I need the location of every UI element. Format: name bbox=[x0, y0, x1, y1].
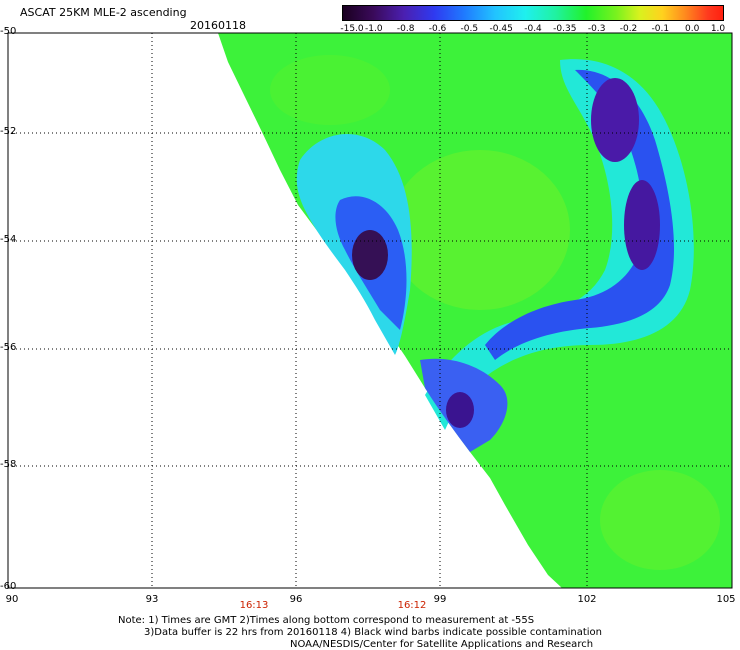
x-tick-label: 93 bbox=[145, 594, 159, 605]
colorbar-tick-label: -0.3 bbox=[587, 24, 606, 34]
colorbar-tick-label: -0.6 bbox=[428, 24, 447, 34]
map-date: 20160118 bbox=[190, 19, 246, 32]
y-tick-label: -50 bbox=[0, 26, 17, 37]
note-line-1: Note: 1) Times are GMT 2)Times along bot… bbox=[118, 615, 535, 626]
purple-core-north bbox=[591, 78, 639, 162]
time-label: 16:12 bbox=[397, 600, 427, 611]
purple-core-south bbox=[446, 392, 474, 428]
y-tick-label: -54 bbox=[0, 234, 17, 245]
colorbar-tick-label: -0.2 bbox=[619, 24, 638, 34]
field-patch bbox=[390, 150, 570, 310]
y-tick-label: -52 bbox=[0, 126, 17, 137]
colorbar-tick-label: -1.0 bbox=[365, 24, 383, 34]
colorbar-tick-label: -0.5 bbox=[460, 24, 479, 34]
x-tick-label: 105 bbox=[716, 594, 736, 605]
y-tick-label: -56 bbox=[0, 342, 17, 353]
time-label: 16:13 bbox=[239, 600, 269, 611]
purple-core-mid bbox=[624, 180, 660, 270]
purple-core-west bbox=[352, 230, 388, 280]
colorbar-tick-label: -0.1 bbox=[651, 24, 670, 34]
colorbar-tick-label: -0.4 bbox=[524, 24, 542, 34]
y-tick-label: -60 bbox=[0, 581, 17, 592]
field-patch bbox=[270, 55, 390, 125]
colorbar-tick-label: -0.35 bbox=[553, 24, 577, 34]
note-line-3: NOAA/NESDIS/Center for Satellite Applica… bbox=[290, 639, 594, 650]
y-tick-label: -58 bbox=[0, 459, 17, 470]
x-tick-label: 96 bbox=[289, 594, 303, 605]
field-patch bbox=[600, 470, 720, 570]
note-line-2: 3)Data buffer is 22 hrs from 20160118 4)… bbox=[144, 627, 602, 638]
blue-band-east bbox=[485, 69, 675, 361]
x-tick-label: 90 bbox=[5, 594, 19, 605]
map-title: ASCAT 25KM MLE-2 ascending bbox=[20, 6, 187, 19]
colorbar-tick-label: 0.0 bbox=[684, 24, 700, 34]
grid-lines bbox=[8, 33, 732, 588]
map-frame bbox=[7, 32, 733, 589]
x-tick-label: 99 bbox=[433, 594, 447, 605]
colorbar-tick-label: -15.0 bbox=[340, 24, 364, 34]
colorbar-tick-label: -0.45 bbox=[489, 24, 513, 34]
x-tick-label: 102 bbox=[577, 594, 597, 605]
colorbar-tick-label: -0.8 bbox=[396, 24, 415, 34]
colorbar-tick-label: 1.0 bbox=[710, 24, 726, 34]
colorbar bbox=[342, 5, 724, 21]
